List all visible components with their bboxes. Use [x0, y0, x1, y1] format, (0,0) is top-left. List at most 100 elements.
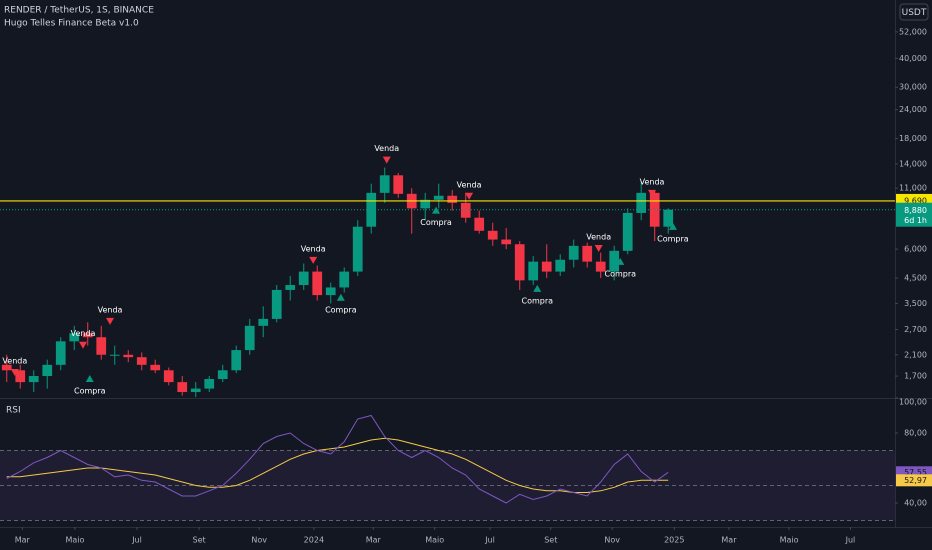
- rsi-tick-label: 80,00: [904, 429, 927, 438]
- x-tick-label: Jul: [845, 536, 856, 545]
- candle-body: [55, 341, 66, 365]
- buy-marker: [616, 257, 625, 265]
- sell-marker: [648, 189, 657, 197]
- y-tick-label: 40,000: [899, 54, 927, 63]
- sell-marker: [309, 256, 318, 264]
- x-tick-label: 2025: [664, 536, 684, 545]
- candle-body: [568, 245, 579, 260]
- y-tick-label: 1,700: [904, 372, 927, 381]
- x-tick-label: Maio: [65, 536, 84, 545]
- candle-body: [109, 354, 120, 356]
- currency-label[interactable]: USDT: [902, 8, 927, 18]
- x-tick-label: Nov: [251, 536, 267, 545]
- sell-label: Venda: [457, 180, 482, 189]
- y-tick-label: 2,700: [904, 325, 927, 334]
- candle-body: [244, 325, 255, 351]
- sell-marker: [594, 244, 603, 252]
- candle-body: [204, 379, 215, 389]
- rsi-line: [6, 414, 669, 504]
- indicator-name: Hugo Telles Finance Beta v1.0: [4, 19, 139, 29]
- candle-body: [325, 287, 336, 296]
- y-tick-label: 6,000: [904, 245, 927, 254]
- rsi-tick-label: 100,00: [899, 398, 927, 407]
- candle-body: [420, 199, 431, 209]
- sell-label: Venda: [374, 144, 399, 153]
- y-tick-label: 2,100: [904, 350, 927, 359]
- candle-body: [69, 333, 80, 342]
- x-tick-label: 2024: [304, 536, 324, 545]
- candle-body: [379, 175, 390, 193]
- sell-marker: [10, 368, 19, 376]
- x-tick-label: Set: [544, 536, 557, 545]
- candle-body: [636, 192, 647, 213]
- sell-label: Venda: [2, 356, 27, 365]
- buy-marker: [668, 222, 677, 230]
- candle-body: [663, 209, 674, 227]
- candle-body: [447, 195, 458, 203]
- candle-body: [555, 259, 566, 272]
- candle-body: [609, 250, 620, 272]
- candle-body: [528, 261, 539, 281]
- candle-body: [271, 289, 282, 319]
- candle-body: [433, 195, 444, 200]
- candle-body: [487, 230, 498, 240]
- candle-body: [339, 271, 350, 288]
- x-tick-label: Maio: [425, 536, 444, 545]
- candle-body: [622, 212, 633, 251]
- candle-body: [190, 388, 201, 393]
- candle-body: [595, 261, 606, 272]
- x-tick-label: Set: [193, 536, 206, 545]
- y-tick-label: 18,000: [899, 134, 927, 143]
- sell-label: Venda: [71, 329, 96, 338]
- candle-body: [393, 175, 404, 194]
- candle-body: [42, 364, 53, 377]
- candle-body: [150, 364, 161, 371]
- y-tick-label: 30,000: [899, 83, 927, 92]
- buy-label: Compra: [605, 269, 637, 278]
- buy-marker: [533, 284, 542, 292]
- rsi-ma-last-tag: [896, 474, 932, 487]
- x-tick-label: Maio: [780, 536, 799, 545]
- y-tick-label: 4,500: [904, 274, 927, 283]
- candle-body: [136, 357, 147, 365]
- countdown: 6d 1h: [904, 216, 927, 225]
- x-tick-label: Mar: [15, 536, 31, 545]
- candle-body: [123, 354, 134, 358]
- x-tick-label: Mar: [366, 536, 382, 545]
- last-price-label: 8,880: [904, 206, 927, 215]
- rsi-ma-last-label: 52,97: [904, 476, 927, 485]
- sell-label: Venda: [98, 305, 123, 314]
- candle-body: [474, 217, 485, 231]
- chart-title: RENDER / TetherUS, 1S, BINANCE: [4, 6, 154, 16]
- candle-body: [541, 261, 552, 272]
- candle-body: [217, 370, 228, 380]
- sell-marker: [79, 341, 88, 349]
- buy-label: Compra: [420, 218, 452, 227]
- buy-marker: [432, 206, 441, 214]
- x-tick-label: Jul: [131, 536, 142, 545]
- buy-label: Compra: [325, 305, 357, 314]
- sell-marker: [106, 317, 115, 325]
- buy-marker: [85, 375, 94, 383]
- rsi-last-label: 57,55: [904, 468, 927, 477]
- price-line-label: 9,690: [904, 196, 927, 205]
- y-tick-label: 3,500: [904, 299, 927, 308]
- candle-body: [312, 271, 323, 296]
- x-tick-label: Jul: [484, 536, 495, 545]
- candle-body: [231, 350, 242, 371]
- buy-label: Compra: [521, 296, 553, 305]
- sell-label: Venda: [586, 232, 611, 241]
- sell-marker: [382, 156, 391, 164]
- candle-body: [1, 364, 12, 371]
- candle-body: [352, 226, 363, 272]
- sell-label: Venda: [301, 244, 326, 253]
- candle-body: [177, 382, 188, 393]
- candle-body: [460, 202, 471, 218]
- candle-body: [285, 285, 296, 290]
- rsi-tick-label: 40,00: [904, 499, 927, 508]
- candle-body: [15, 370, 26, 383]
- sell-marker: [465, 192, 474, 200]
- currency-button[interactable]: [899, 3, 929, 21]
